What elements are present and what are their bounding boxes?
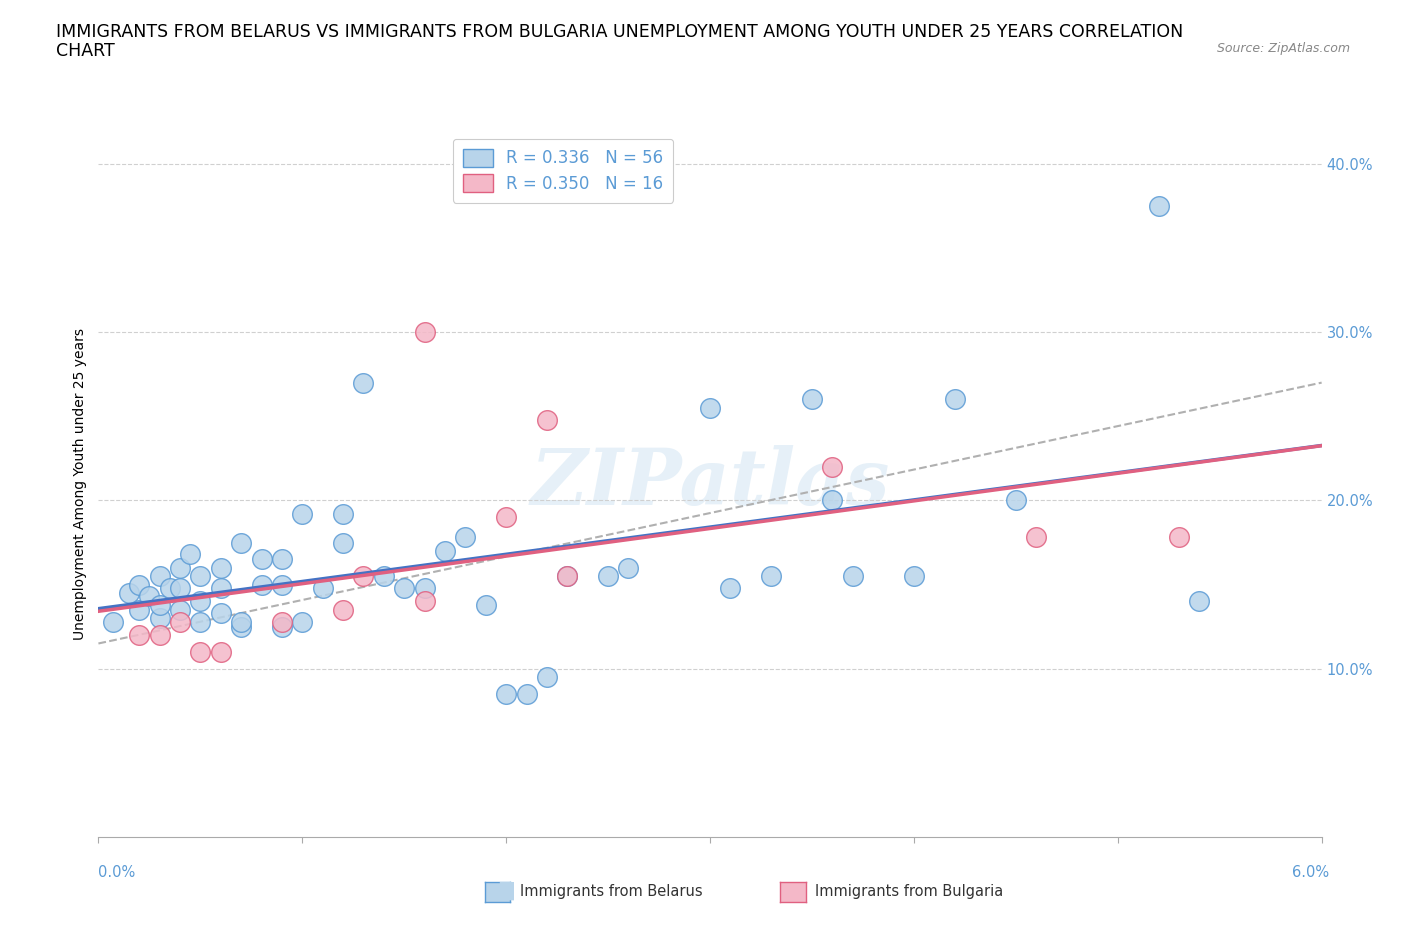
- Point: [159, 580, 181, 595]
- Point: [598, 569, 620, 584]
- Point: [188, 594, 212, 609]
- Point: [209, 580, 232, 595]
- Point: [1147, 198, 1170, 213]
- Point: [179, 547, 201, 562]
- Point: [373, 569, 395, 584]
- Text: Immigrants from Belarus: Immigrants from Belarus: [520, 884, 703, 899]
- Point: [1025, 530, 1047, 545]
- Point: [332, 507, 354, 522]
- Point: [291, 507, 314, 522]
- Point: [516, 686, 538, 701]
- Point: [209, 644, 232, 659]
- Point: [433, 543, 456, 558]
- Text: IMMIGRANTS FROM BELARUS VS IMMIGRANTS FROM BULGARIA UNEMPLOYMENT AMONG YOUTH UND: IMMIGRANTS FROM BELARUS VS IMMIGRANTS FR…: [56, 23, 1184, 41]
- Point: [169, 614, 191, 629]
- Point: [555, 569, 579, 584]
- Point: [555, 569, 579, 584]
- Point: [209, 605, 232, 620]
- Point: [454, 530, 477, 545]
- Point: [821, 459, 844, 474]
- Point: [231, 619, 253, 634]
- Point: [617, 560, 640, 575]
- Text: ZIPatlas: ZIPatlas: [530, 445, 890, 522]
- Point: [138, 589, 160, 604]
- Point: [392, 580, 416, 595]
- Point: [699, 401, 721, 416]
- Point: [903, 569, 925, 584]
- Point: [250, 551, 273, 566]
- Point: [149, 628, 172, 643]
- Point: [1188, 594, 1211, 609]
- Point: [128, 578, 150, 592]
- Point: [270, 614, 292, 629]
- Point: [474, 597, 498, 612]
- Point: [231, 535, 253, 550]
- Point: [188, 569, 212, 584]
- Point: [188, 614, 212, 629]
- Point: [332, 603, 354, 618]
- Text: Source: ZipAtlas.com: Source: ZipAtlas.com: [1216, 42, 1350, 55]
- Text: Immigrants from Bulgaria: Immigrants from Bulgaria: [815, 884, 1004, 899]
- Point: [250, 578, 273, 592]
- Point: [821, 493, 844, 508]
- Point: [495, 686, 517, 701]
- Point: [231, 614, 253, 629]
- Point: [1004, 493, 1026, 508]
- Point: [169, 603, 191, 618]
- Point: [352, 569, 374, 584]
- Point: [169, 560, 191, 575]
- Point: [169, 580, 191, 595]
- Point: [413, 325, 436, 339]
- Point: [270, 578, 292, 592]
- Point: [1167, 530, 1189, 545]
- Point: [536, 412, 558, 427]
- Point: [128, 603, 150, 618]
- Text: 6.0%: 6.0%: [1292, 865, 1329, 880]
- Point: [841, 569, 863, 584]
- Point: [149, 597, 172, 612]
- Point: [188, 644, 212, 659]
- Text: █: █: [499, 882, 513, 900]
- Point: [718, 580, 742, 595]
- Point: [413, 580, 436, 595]
- Point: [149, 611, 172, 626]
- Point: [332, 535, 354, 550]
- Point: [128, 628, 150, 643]
- Legend: R = 0.336   N = 56, R = 0.350   N = 16: R = 0.336 N = 56, R = 0.350 N = 16: [453, 139, 673, 203]
- Point: [118, 586, 141, 601]
- Point: [536, 670, 558, 684]
- Point: [270, 551, 292, 566]
- Text: 0.0%: 0.0%: [98, 865, 135, 880]
- Point: [270, 619, 292, 634]
- Point: [291, 614, 314, 629]
- Point: [495, 510, 517, 525]
- Point: [761, 569, 783, 584]
- Point: [149, 569, 172, 584]
- Point: [209, 560, 232, 575]
- Text: CHART: CHART: [56, 42, 115, 60]
- Point: [801, 392, 824, 407]
- Point: [943, 392, 966, 407]
- Point: [311, 580, 335, 595]
- Point: [352, 375, 374, 390]
- Y-axis label: Unemployment Among Youth under 25 years: Unemployment Among Youth under 25 years: [73, 327, 87, 640]
- Point: [101, 614, 124, 629]
- Point: [413, 594, 436, 609]
